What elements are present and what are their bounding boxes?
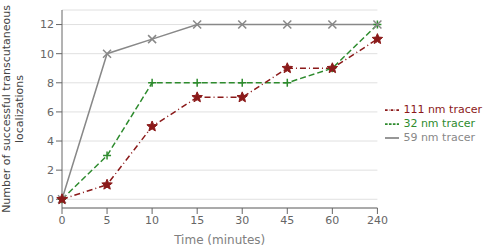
html-text:32 nm tracer: 32 nm tracer — [403, 117, 475, 130]
html-text:111 nm tracer: 111 nm tracer — [403, 103, 482, 116]
svg-text:10: 10 — [145, 214, 159, 227]
svg-text:30: 30 — [235, 214, 249, 227]
html-text:59 nm tracer: 59 nm tracer — [403, 131, 475, 144]
svg-text:5: 5 — [104, 214, 111, 227]
svg-text:12: 12 — [40, 18, 54, 31]
svg-text:8: 8 — [47, 77, 54, 90]
svg-text:10: 10 — [40, 48, 54, 61]
svg-text:Time (minutes): Time (minutes) — [173, 233, 265, 247]
svg-text:15: 15 — [190, 214, 204, 227]
svg-text:0: 0 — [59, 214, 66, 227]
svg-text:0: 0 — [47, 193, 54, 206]
svg-text:Number of successful transcuta: Number of successful transcutaneouslocal… — [8, 5, 26, 213]
svg-text:4: 4 — [47, 135, 54, 148]
svg-text:2: 2 — [47, 164, 54, 177]
svg-text:45: 45 — [280, 214, 294, 227]
svg-text:240: 240 — [367, 214, 388, 227]
svg-text:6: 6 — [47, 106, 54, 119]
svg-text:60: 60 — [325, 214, 339, 227]
